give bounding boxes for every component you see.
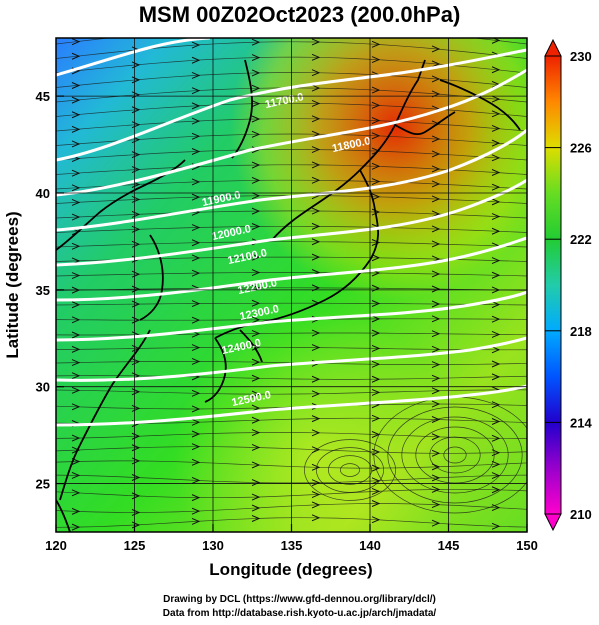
colorbar-min-arrow [544, 513, 562, 532]
y-axis-label: Latitude (degrees) [3, 211, 22, 358]
colorbar-max-arrow [544, 38, 562, 57]
colorbar-tick-label: 214 [570, 415, 592, 430]
y-tick-label: 35 [36, 283, 50, 298]
x-tick-label: 145 [438, 538, 460, 553]
grid [56, 38, 527, 532]
colorbar-tick-label: 210 [570, 507, 592, 522]
credit-line-2: Data from http://database.rish.kyoto-u.a… [162, 608, 437, 619]
chart-title: MSM 00Z02Oct2023 (200.0hPa) [138, 2, 461, 27]
colorbar-tick-label: 226 [570, 141, 592, 156]
x-axis: 120 125 130 135 140 145 150 [45, 524, 538, 553]
colorbar-tick-label: 230 [570, 49, 592, 64]
y-axis: 25 30 35 40 45 [36, 89, 64, 492]
x-tick-label: 130 [202, 538, 224, 553]
colorbar-tick-label: 222 [570, 232, 592, 247]
x-tick-label: 140 [359, 538, 381, 553]
y-tick-label: 30 [36, 380, 50, 395]
x-axis-label: Longitude (degrees) [209, 560, 372, 579]
x-tick-label: 125 [124, 538, 146, 553]
temperature-field: 11700.011800.011900.012000.012100.012200… [56, 38, 527, 532]
y-tick-label: 40 [36, 186, 50, 201]
credit-line-1: Drawing by DCL (https://www.gfd-dennou.o… [163, 594, 436, 605]
x-tick-label: 135 [281, 538, 303, 553]
colorbar: 210 214 218 222 226 230 [544, 38, 592, 532]
y-tick-label: 45 [36, 89, 50, 104]
x-tick-label: 150 [516, 538, 538, 553]
colorbar-tick-label: 218 [570, 324, 592, 339]
y-tick-label: 25 [36, 477, 50, 492]
credits: Drawing by DCL (https://www.gfd-dennou.o… [0, 593, 599, 621]
x-tick-label: 120 [45, 538, 67, 553]
